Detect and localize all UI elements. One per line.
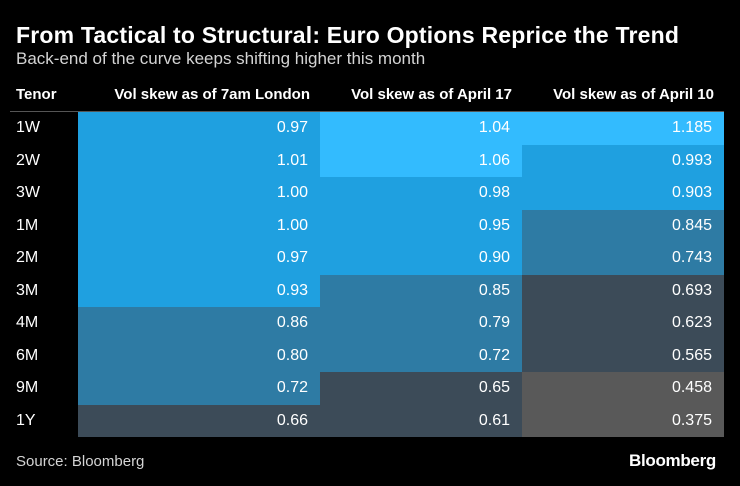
header-tenor: Tenor [16, 86, 57, 103]
table-row: 6M 0.80 0.72 0.565 [0, 339, 740, 372]
chart-title: From Tactical to Structural: Euro Option… [16, 22, 680, 48]
cell-april-10: 0.623 [522, 307, 724, 340]
header-divider [10, 111, 724, 112]
cell-7am-london: 0.86 [78, 307, 320, 340]
cell-april-17: 1.04 [320, 112, 522, 145]
table-row: 1Y 0.66 0.61 0.375 [0, 404, 740, 437]
header-7am-london: Vol skew as of 7am London [114, 86, 310, 103]
cell-april-10: 0.845 [522, 209, 724, 242]
header-april-17: Vol skew as of April 17 [351, 86, 512, 103]
table-row: 1W 0.97 1.04 1.185 [0, 112, 740, 145]
cell-7am-london: 0.72 [78, 372, 320, 405]
tenor-label: 2M [16, 249, 39, 266]
cell-april-10: 0.993 [522, 144, 724, 177]
table-row: 3M 0.93 0.85 0.693 [0, 274, 740, 307]
cell-april-10: 0.903 [522, 177, 724, 210]
tenor-label: 1M [16, 216, 39, 234]
table-row: 9M 0.72 0.65 0.458 [0, 372, 740, 405]
table-row: 2M 0.97 0.90 0.743 [0, 242, 740, 275]
chart-subtitle: Back-end of the curve keeps shifting hig… [16, 49, 426, 68]
cell-7am-london: 0.97 [78, 242, 320, 275]
cell-april-10: 0.565 [522, 339, 724, 372]
cell-april-17: 0.95 [320, 209, 522, 242]
cell-7am-london: 0.66 [78, 404, 320, 437]
cell-7am-london: 1.00 [78, 209, 320, 242]
cell-7am-london: 0.80 [78, 339, 320, 372]
cell-april-10: 0.743 [522, 242, 724, 275]
header-april-10: Vol skew as of April 10 [553, 86, 714, 103]
source-note: Source: Bloomberg [16, 453, 145, 470]
cell-april-17: 0.90 [320, 242, 522, 275]
cell-april-10: 1.185 [522, 112, 724, 145]
cell-april-10: 0.375 [522, 404, 724, 437]
tenor-label: 6M [16, 346, 39, 364]
table-row: 4M 0.86 0.79 0.623 [0, 307, 740, 340]
tenor-label: 3W [16, 184, 40, 201]
tenor-label: 2W [16, 151, 40, 169]
tenor-label: 4M [16, 314, 39, 331]
table-header: Tenor Vol skew as of 7am London Vol skew… [0, 86, 740, 108]
cell-april-17: 0.85 [320, 274, 522, 307]
cell-7am-london: 0.93 [78, 274, 320, 307]
heatmap-table: 1W 0.97 1.04 1.185 2W 1.01 1.06 0.993 3W 1.00 0.98… [0, 112, 740, 437]
cell-april-17: 1.06 [320, 144, 522, 177]
tenor-label: 1Y [16, 411, 36, 429]
cell-april-17: 0.61 [320, 404, 522, 437]
cell-7am-london: 0.97 [78, 112, 320, 145]
cell-april-10: 0.693 [522, 274, 724, 307]
tenor-label: 1W [16, 119, 40, 136]
cell-april-17: 0.65 [320, 372, 522, 405]
cell-april-10: 0.458 [522, 372, 724, 405]
bloomberg-logo: Bloomberg [628, 451, 716, 470]
table-row: 2W 1.01 1.06 0.993 [0, 144, 740, 177]
cell-april-17: 0.72 [320, 339, 522, 372]
cell-april-17: 0.79 [320, 307, 522, 340]
table-row: 1M 1.00 0.95 0.845 [0, 209, 740, 242]
cell-7am-london: 1.00 [78, 177, 320, 210]
table-row: 3W 1.00 0.98 0.903 [0, 177, 740, 210]
tenor-label: 9M [16, 379, 39, 396]
tenor-label: 3M [16, 281, 39, 299]
cell-7am-london: 1.01 [78, 144, 320, 177]
cell-april-17: 0.98 [320, 177, 522, 210]
